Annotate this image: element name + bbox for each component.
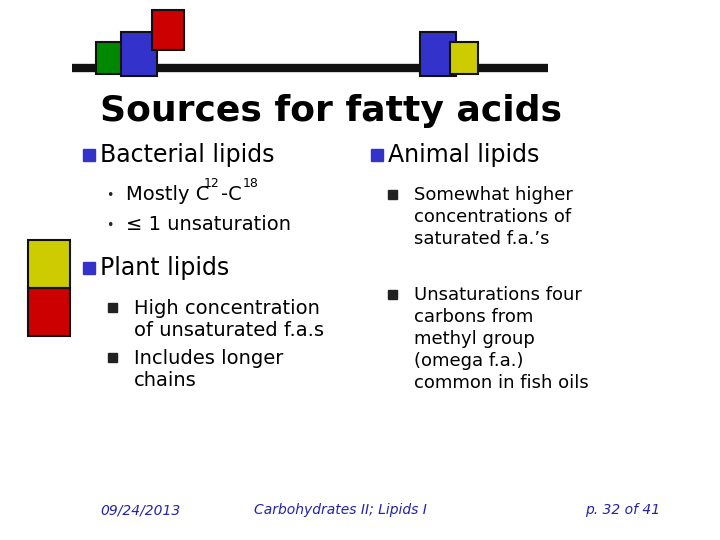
Text: 18: 18 bbox=[243, 177, 259, 190]
Bar bbox=[388, 190, 397, 199]
Text: common in fish oils: common in fish oils bbox=[414, 374, 589, 392]
Text: Somewhat higher: Somewhat higher bbox=[414, 186, 573, 204]
Bar bbox=[371, 149, 383, 161]
Bar bbox=[152, 10, 184, 50]
Bar bbox=[83, 262, 95, 274]
Text: methyl group: methyl group bbox=[414, 330, 535, 348]
Text: p. 32 of 41: p. 32 of 41 bbox=[585, 503, 660, 517]
Text: 09/24/2013: 09/24/2013 bbox=[100, 503, 180, 517]
Text: •: • bbox=[107, 188, 114, 201]
Bar bbox=[28, 240, 70, 288]
Text: concentrations of: concentrations of bbox=[414, 208, 571, 226]
Bar bbox=[450, 42, 478, 74]
Bar bbox=[108, 303, 117, 312]
Text: chains: chains bbox=[134, 370, 197, 389]
Text: Includes longer: Includes longer bbox=[134, 348, 284, 368]
Text: Animal lipids: Animal lipids bbox=[388, 143, 539, 167]
Text: of unsaturated f.a.s: of unsaturated f.a.s bbox=[134, 321, 324, 340]
Bar bbox=[28, 288, 70, 336]
Text: 12: 12 bbox=[204, 177, 220, 190]
Bar bbox=[96, 42, 122, 74]
Text: Mostly C: Mostly C bbox=[126, 186, 210, 205]
Bar bbox=[420, 32, 456, 76]
Bar bbox=[108, 353, 117, 362]
Text: Plant lipids: Plant lipids bbox=[100, 256, 229, 280]
Text: Sources for fatty acids: Sources for fatty acids bbox=[100, 94, 562, 128]
Bar bbox=[121, 32, 157, 76]
Bar bbox=[83, 149, 95, 161]
Text: carbons from: carbons from bbox=[414, 308, 534, 326]
Text: -C: -C bbox=[221, 186, 242, 205]
Text: saturated f.a.’s: saturated f.a.’s bbox=[414, 230, 549, 248]
Text: Bacterial lipids: Bacterial lipids bbox=[100, 143, 274, 167]
Text: (omega f.a.): (omega f.a.) bbox=[414, 352, 523, 370]
Text: Carbohydrates II; Lipids I: Carbohydrates II; Lipids I bbox=[253, 503, 426, 517]
Text: •: • bbox=[107, 219, 114, 232]
Text: ≤ 1 unsaturation: ≤ 1 unsaturation bbox=[126, 215, 291, 234]
Text: Unsaturations four: Unsaturations four bbox=[414, 286, 582, 304]
Text: High concentration: High concentration bbox=[134, 299, 320, 318]
Bar bbox=[388, 290, 397, 299]
